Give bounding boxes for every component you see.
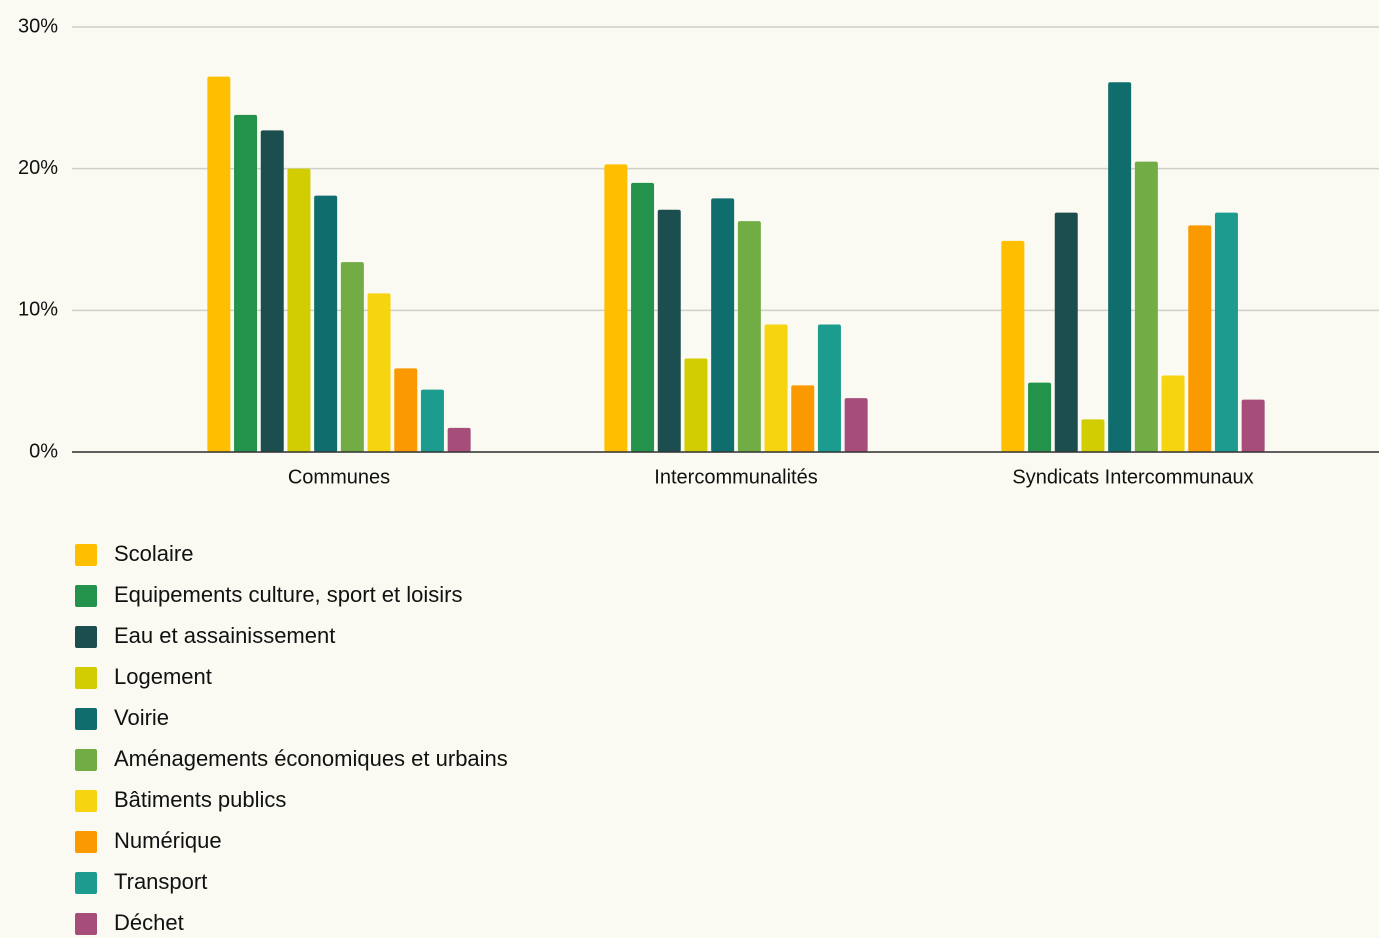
legend-swatch (75, 708, 97, 730)
bar (234, 114, 258, 452)
legend-label: Numérique (114, 828, 222, 853)
legend-swatch (75, 667, 97, 689)
legend-label: Equipements culture, sport et loisirs (114, 582, 463, 607)
bar (394, 368, 418, 452)
bar (1241, 399, 1265, 452)
bar (604, 164, 628, 452)
bar (657, 209, 681, 452)
bar (764, 324, 788, 452)
bar (711, 198, 735, 452)
bar (1081, 419, 1105, 452)
bar (1108, 82, 1132, 452)
bar (631, 182, 655, 453)
legend-swatch (75, 585, 97, 607)
bar (737, 221, 761, 452)
legend-label: Scolaire (114, 541, 193, 566)
legend-swatch (75, 831, 97, 853)
bar (1054, 212, 1078, 452)
bar (1001, 240, 1025, 452)
x-tick-label: Communes (288, 466, 390, 488)
bar (791, 385, 815, 452)
bar (260, 130, 284, 452)
bar (447, 427, 471, 452)
bar (1028, 382, 1052, 452)
bar (1134, 161, 1158, 453)
legend-label: Voirie (114, 705, 169, 730)
bar (420, 389, 444, 452)
y-tick-label: 0% (29, 440, 58, 462)
legend-label: Transport (114, 869, 207, 894)
legend-label: Logement (114, 664, 212, 689)
bar (367, 293, 391, 452)
bar (1161, 375, 1185, 452)
legend-label: Aménagements économiques et urbains (114, 746, 508, 771)
legend-swatch (75, 872, 97, 894)
y-tick-label: 10% (18, 299, 58, 321)
legend-label: Déchet (114, 910, 184, 935)
bar (287, 168, 311, 452)
bar (817, 324, 841, 452)
bar (1188, 225, 1212, 452)
x-tick-label: Intercommunalités (654, 466, 817, 488)
y-tick-label: 30% (18, 15, 58, 37)
bar (684, 358, 708, 452)
legend-swatch (75, 790, 97, 812)
bar (314, 195, 338, 453)
legend-swatch (75, 626, 97, 648)
legend-swatch (75, 913, 97, 935)
legend-label: Eau et assainissement (114, 623, 335, 648)
bar (1214, 212, 1238, 452)
legend-swatch (75, 749, 97, 771)
bar (844, 398, 868, 452)
legend-label: Bâtiments publics (114, 787, 286, 812)
bar (340, 262, 364, 452)
bar (207, 76, 231, 452)
y-tick-label: 20% (18, 157, 58, 179)
legend-swatch (75, 544, 97, 566)
x-tick-label: Syndicats Intercommunaux (1012, 466, 1253, 488)
